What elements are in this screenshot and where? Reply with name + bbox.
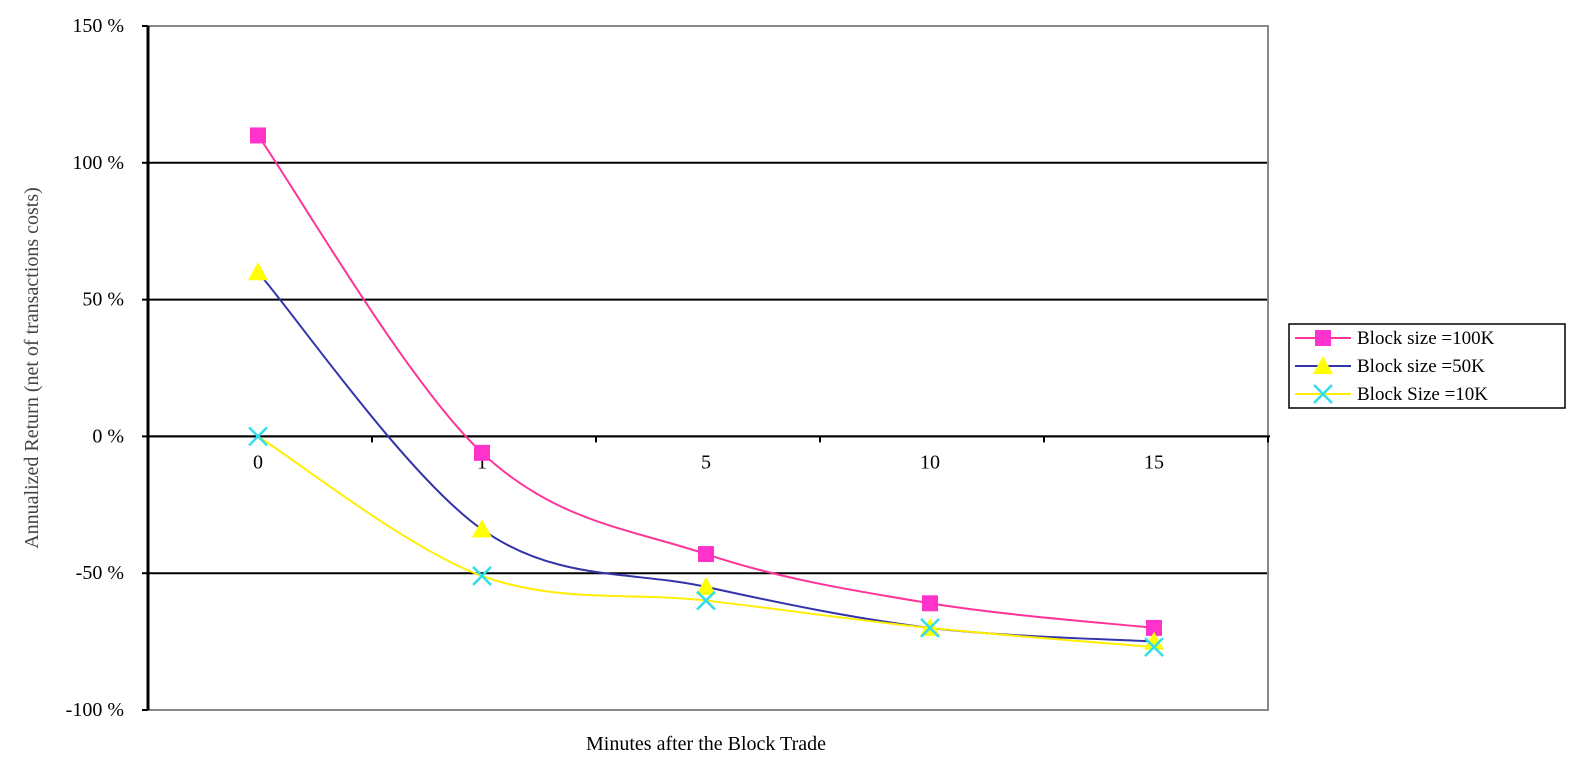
y-tick-label: 150 % xyxy=(72,15,124,37)
x-marker-stroke xyxy=(472,566,492,586)
data-point-series-2 xyxy=(1144,631,1164,650)
series-markers xyxy=(248,127,1164,657)
x-tick-label: 15 xyxy=(1144,451,1164,473)
data-point-series-1 xyxy=(250,127,266,144)
series-line-1 xyxy=(257,134,1155,629)
y-tick-label: 50 % xyxy=(82,289,124,311)
data-point-series-3 xyxy=(696,590,716,611)
x-axis-title: Minutes after the Block Trade xyxy=(586,733,826,755)
data-point-series-3 xyxy=(472,566,492,586)
legend-entry-label: Block size =100K xyxy=(1357,328,1495,349)
plot-area-border xyxy=(147,25,1269,711)
series-lines xyxy=(257,134,1155,649)
data-point-series-2 xyxy=(248,262,268,281)
data-point-series-1 xyxy=(1146,619,1162,636)
data-point-series-2 xyxy=(696,576,716,595)
data-point-series-3 xyxy=(1144,637,1164,657)
data-point-series-2 xyxy=(472,519,492,538)
legend-marker xyxy=(1313,384,1333,404)
legend-marker xyxy=(1313,356,1333,374)
y-axis-title: Annualized Return (net of transactions c… xyxy=(21,187,43,549)
x-marker-stroke xyxy=(248,426,268,447)
x-tick-labels: 0 1 5 10 15 xyxy=(253,451,1164,473)
x-marker-stroke xyxy=(1313,384,1333,404)
data-point-series-1 xyxy=(922,595,938,612)
x-marker-stroke xyxy=(696,590,716,611)
y-tick-label: -50 % xyxy=(76,562,124,584)
axes xyxy=(142,25,1270,711)
x-tick-label: 5 xyxy=(701,451,711,473)
legend-entry-label: Block Size =10K xyxy=(1357,384,1488,405)
x-tick-label: 1 xyxy=(477,451,487,473)
y-tick-labels: 150 % 100 % 50 % 0 % -50 % -100 % xyxy=(66,15,124,721)
x-marker-stroke xyxy=(1144,637,1164,657)
data-point-series-1 xyxy=(474,444,490,461)
y-tick-label: 100 % xyxy=(72,152,124,174)
y-tick-label: -100 % xyxy=(66,699,124,721)
legend-entry-label: Block size =50K xyxy=(1357,356,1485,377)
y-tick-label: 0 % xyxy=(92,425,124,447)
data-point-series-3 xyxy=(920,618,940,638)
gridlines xyxy=(148,25,1268,711)
legend: Block size =100K Block size =50K Block Siz… xyxy=(1288,323,1566,409)
x-marker-stroke xyxy=(920,618,940,638)
x-tick-label: 10 xyxy=(920,451,940,473)
x-tick-label: 0 xyxy=(253,451,263,473)
legend-marker xyxy=(1315,330,1331,346)
data-point-series-1 xyxy=(698,546,714,563)
data-point-series-3 xyxy=(248,426,268,447)
